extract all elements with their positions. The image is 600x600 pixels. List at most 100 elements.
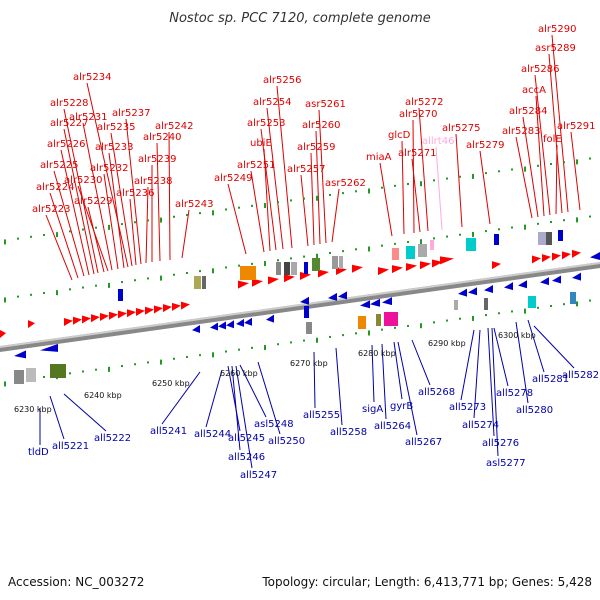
tick-mark	[82, 228, 84, 231]
tick-mark	[56, 290, 58, 296]
connector-alr5226	[60, 149, 90, 276]
tick-mark	[43, 375, 45, 378]
tick-mark	[303, 197, 305, 200]
gene-label-allrt46: allrt46	[422, 136, 454, 147]
tick-mark	[264, 203, 266, 209]
gene-label-alr5283: alr5283	[502, 126, 540, 137]
gene-label-alr5249: alr5249	[214, 173, 252, 184]
tick-mark	[498, 312, 500, 315]
gene-label-asr5262: asr5262	[325, 178, 366, 189]
gene-label-alr5236: alr5236	[116, 188, 154, 199]
tick-mark	[4, 297, 6, 303]
gene-label-sigA: sigA	[362, 404, 383, 415]
tick-mark	[576, 159, 578, 165]
connector-miaA	[379, 162, 393, 237]
gene-label-all5268: all5268	[418, 387, 455, 398]
tick-mark	[433, 321, 435, 324]
tick-mark	[108, 224, 110, 230]
connector-alr5260	[315, 130, 321, 245]
map-title: Nostoc sp. PCC 7120, complete genome	[169, 11, 431, 26]
connector-alr5230	[77, 185, 109, 272]
tick-mark	[420, 239, 422, 245]
forward-gene-arrow	[28, 320, 35, 329]
tick-mark	[17, 295, 19, 298]
tick-mark	[446, 319, 448, 322]
connector-all5258	[335, 347, 343, 426]
tick-mark	[134, 363, 136, 366]
forward-gene-arrow	[154, 305, 163, 314]
connector-alr5271	[411, 158, 421, 233]
gene-label-alr5284: alr5284	[509, 106, 547, 117]
gene-feature-block	[339, 256, 343, 269]
tick-mark	[316, 253, 318, 259]
tick-mark	[160, 217, 162, 223]
tick-mark	[472, 173, 474, 179]
kbp-labels: 6230 kbp 6240 kbp 6250 kbp 6260 kbp 6270 kbp…	[14, 331, 536, 414]
gene-label-all5278: all5278	[496, 388, 533, 399]
gene-feature-block	[304, 306, 309, 318]
gene-feature-block	[376, 314, 381, 326]
gene-label-all5241: all5241	[150, 426, 187, 437]
gene-feature-block	[558, 230, 563, 241]
reverse-gene-arrow	[590, 252, 600, 260]
tick-mark	[251, 346, 253, 349]
forward-gene-arrow	[127, 309, 136, 318]
gene-feature-block	[528, 296, 536, 308]
gene-feature-block	[392, 248, 399, 260]
reverse-gene-arrow	[504, 282, 513, 291]
gene-label-all5282: all5282	[562, 370, 599, 381]
tick-mark	[355, 190, 357, 193]
gene-feature-block	[358, 316, 366, 329]
forward-gene-arrow	[352, 264, 363, 273]
tick-mark	[459, 317, 461, 320]
tick-mark	[394, 184, 396, 187]
gene-feature-block	[276, 262, 281, 275]
connector-all5274	[473, 329, 481, 419]
gene-feature-block	[332, 256, 338, 269]
connector-all5244	[205, 369, 223, 428]
forward-gene-arrow	[532, 255, 541, 264]
gene-feature-block	[202, 276, 206, 289]
tick-mark	[342, 250, 344, 253]
tick-mark	[108, 282, 110, 288]
connector-alr5224	[49, 192, 79, 279]
reverse-gene-arrow	[572, 272, 581, 281]
reverse-gene-arrow	[236, 318, 244, 327]
connector-alr5238	[145, 186, 149, 264]
tick-mark	[420, 181, 422, 187]
forward-gene-arrow	[73, 316, 82, 325]
tick-mark	[563, 303, 565, 306]
forward-gene-arrow	[420, 261, 431, 270]
connector-alr5236	[129, 198, 137, 266]
tick-mark	[511, 168, 513, 171]
gene-label-miaA: miaA	[366, 152, 392, 163]
tick-mark	[251, 262, 253, 265]
tick-mark	[355, 248, 357, 251]
gene-label-alr5227: alr5227	[50, 118, 88, 129]
kbp-label: 6260 kbp	[220, 369, 258, 378]
genome-backbone-highlight	[0, 262, 600, 348]
forward-gene-arrow	[252, 278, 263, 287]
gene-label-alr5260: alr5260	[302, 120, 340, 131]
tick-mark	[95, 226, 97, 229]
tick-mark	[472, 231, 474, 237]
tick-mark	[498, 170, 500, 173]
tick-mark	[212, 268, 214, 274]
gene-label-asr5289: asr5289	[535, 43, 576, 54]
reverse-gene-arrow	[192, 325, 200, 333]
forward-gene-arrow	[284, 274, 295, 283]
gene-label-alr5224: alr5224	[36, 182, 74, 193]
connector-alr5237	[125, 118, 142, 265]
kbp-label: 6240 kbp	[84, 391, 122, 400]
connector-asl5248	[239, 364, 267, 418]
tick-mark	[290, 199, 292, 202]
connector-asr5289	[548, 53, 563, 214]
connector-all5276	[487, 327, 495, 437]
tick-mark	[355, 332, 357, 335]
connector-all5255	[313, 351, 316, 409]
forward-gene-arrow	[440, 256, 454, 265]
tick-mark	[524, 308, 526, 314]
gene-label-all5222: all5222	[94, 433, 131, 444]
gene-feature-block	[546, 232, 552, 245]
tick-mark	[277, 201, 279, 204]
